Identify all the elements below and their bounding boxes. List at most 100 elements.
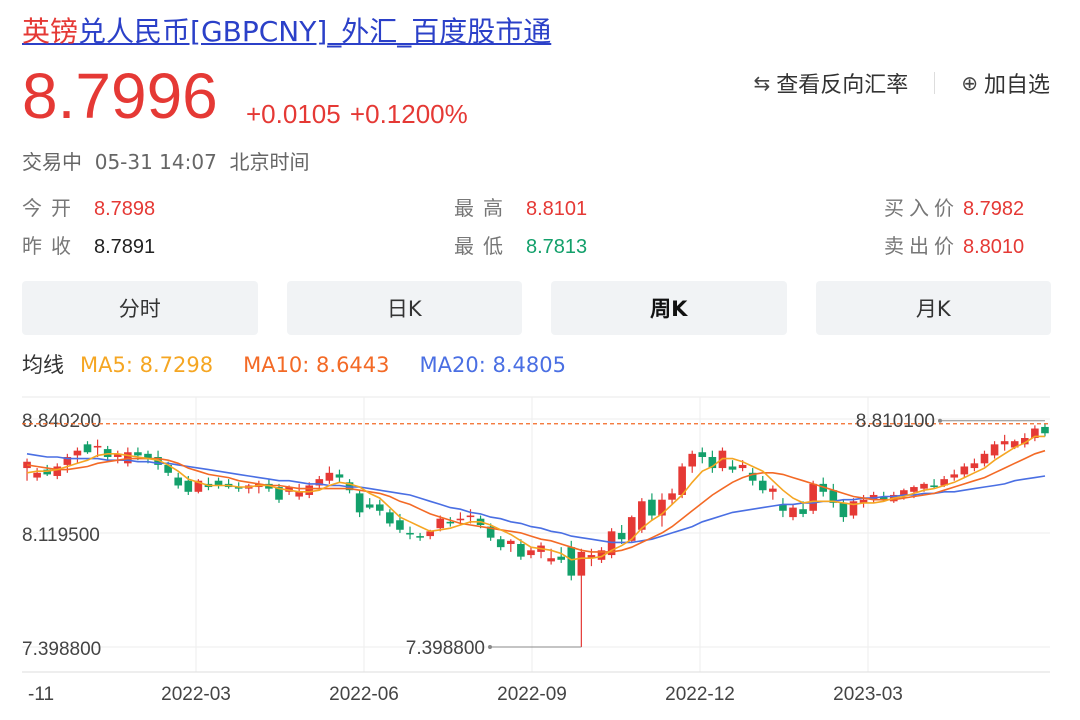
candle-body — [607, 531, 616, 556]
candle-body — [1021, 438, 1029, 445]
candle-body — [567, 547, 576, 576]
page-title[interactable]: 英镑兑人民币[GBPCNY]_外汇_百度股市通 — [22, 12, 551, 52]
max-price-label: 8.810100 — [856, 411, 935, 432]
candle-body — [648, 499, 656, 516]
candle-body — [93, 445, 102, 448]
min-label-dot — [488, 645, 492, 649]
candle-body — [1010, 441, 1019, 448]
candle-body — [214, 480, 223, 486]
candle-body — [1031, 428, 1039, 439]
candle-body — [33, 472, 41, 478]
candle-body — [769, 488, 777, 492]
divider — [934, 72, 936, 94]
candle-body — [900, 490, 908, 495]
candle-body — [950, 474, 959, 478]
tab-weekly-k[interactable]: 周K — [551, 281, 787, 335]
candle-body — [507, 540, 515, 544]
max-label-dot — [938, 418, 942, 423]
trading-status: 交易中 05-31 14:07 北京时间 — [22, 150, 310, 174]
circled-plus-icon: ⊕ — [961, 71, 978, 95]
candle-body — [799, 509, 807, 514]
quote-low: 最低 8.7813 — [454, 232, 587, 261]
candle-body — [839, 502, 848, 518]
candle-body — [396, 520, 404, 530]
reverse-rate-label: 查看反向汇率 — [776, 73, 909, 98]
candle-body — [406, 532, 414, 535]
candle-body — [980, 453, 989, 464]
candle-body — [970, 463, 979, 469]
candle-body — [708, 456, 717, 469]
current-price: 8.7996 — [22, 60, 218, 132]
x-tick-label: 2022-06 — [329, 684, 399, 705]
candle-body — [738, 464, 747, 469]
x-tick-label: 2022-09 — [497, 684, 567, 705]
quote-prev-label: 昨收 — [22, 234, 80, 258]
x-tick-label: -11 — [28, 684, 54, 705]
add-watchlist-button[interactable]: ⊕ 加自选 — [961, 67, 1050, 99]
ma20-value: MA20: 8.4805 — [419, 353, 566, 377]
candlestick-chart[interactable]: 8.840200 8.119500 7.398800 8.810100 7.398800… — [0, 392, 1080, 720]
candle-body — [73, 450, 82, 456]
candle-body — [426, 531, 434, 537]
swap-arrows-icon: ⇆ — [753, 71, 771, 95]
y-tick-label: 7.398800 — [22, 639, 101, 660]
candle-body — [587, 555, 596, 559]
candle-body — [63, 456, 72, 465]
candle-body — [83, 444, 92, 453]
candle-body — [1000, 441, 1009, 445]
candle-body — [557, 556, 565, 560]
candle-body — [527, 550, 535, 556]
candle-body — [124, 452, 132, 464]
candle-body — [829, 490, 838, 503]
candle-body — [194, 480, 203, 492]
candle-body — [446, 521, 455, 524]
quote-bid: 买入价 8.7982 — [884, 194, 1024, 223]
candle-body — [748, 472, 757, 481]
candle-body — [960, 466, 969, 475]
reverse-rate-button[interactable]: ⇆ 查看反向汇率 — [753, 67, 908, 99]
quote-ask: 卖出价 8.8010 — [884, 232, 1024, 261]
candle-body — [416, 536, 424, 538]
candle-body — [164, 464, 172, 473]
candle-body — [517, 543, 525, 557]
quote-bid-value: 8.7982 — [963, 198, 1025, 220]
candle-body — [627, 517, 636, 541]
ma-legend-label: 均线 — [22, 353, 64, 377]
candle-body — [335, 474, 344, 478]
tab-daily-k[interactable]: 日K — [286, 281, 522, 335]
quote-open-label: 今开 — [22, 196, 80, 220]
tab-monthly-k[interactable]: 月K — [815, 281, 1051, 335]
candle-body — [638, 501, 646, 530]
candle-body — [386, 512, 394, 524]
candle-body — [43, 469, 51, 475]
candle-body — [144, 453, 152, 459]
ma5-line — [26, 435, 1045, 561]
candle-body — [789, 507, 797, 518]
candle-body — [305, 485, 314, 495]
candle-body — [436, 518, 445, 529]
quote-open: 今开 8.7898 — [22, 194, 155, 223]
candle-body — [365, 504, 374, 508]
tab-intraday[interactable]: 分时 — [22, 281, 258, 335]
header-actions: ⇆ 查看反向汇率 ⊕ 加自选 — [753, 66, 1050, 100]
candle-body — [496, 539, 505, 548]
quote-bid-label: 买入价 — [884, 196, 959, 220]
candle-body — [849, 501, 858, 516]
y-tick-label: 8.840200 — [22, 411, 101, 432]
candle-body — [325, 472, 334, 481]
ma10-line — [26, 449, 1046, 553]
candle-body — [234, 487, 243, 489]
quote-high-value: 8.8101 — [526, 198, 588, 220]
quote-prev-close: 昨收 8.7891 — [22, 232, 155, 261]
candle-body — [779, 504, 787, 511]
candle-body — [688, 453, 697, 467]
candle-body — [758, 480, 767, 491]
candle-body — [486, 526, 495, 538]
ma20-line — [26, 453, 1046, 544]
price-change: +0.0105 +0.1200% — [246, 99, 468, 129]
chart-tabs: 分时 日K 周K 月K — [22, 281, 1051, 335]
x-tick-label: 2022-03 — [161, 684, 231, 705]
candle-body — [275, 487, 283, 500]
quote-prev-value: 8.7891 — [94, 236, 156, 258]
candle-body — [597, 550, 606, 560]
